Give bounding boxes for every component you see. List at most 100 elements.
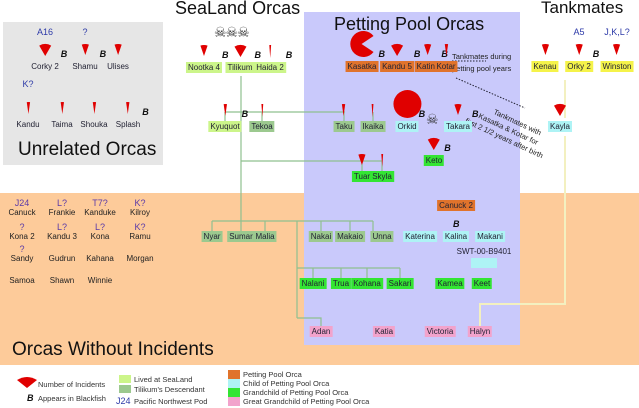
orca-name: Orky 2	[565, 61, 593, 72]
incident-medium-icon	[530, 43, 560, 58]
incident-medium-icon	[103, 43, 133, 58]
orca-name: Gudrun	[48, 254, 76, 263]
orca-shamu: Shamu B?	[70, 27, 106, 72]
orca-katerina: Katerina	[403, 231, 437, 242]
orca-taku: Taku	[333, 104, 355, 132]
orca-name: Kandu 5	[380, 61, 414, 72]
incident-wide-icon	[225, 44, 255, 60]
orca-name: Nootka 4	[185, 62, 223, 73]
no-incident-orca: Morgan	[126, 254, 153, 263]
orca-kenau: Kenau	[531, 44, 559, 72]
orca-name: Tekoa	[249, 121, 275, 132]
orca-name: Kahana	[86, 254, 114, 263]
legend-child-swatch	[228, 379, 240, 388]
blackfish-marker: B	[592, 49, 600, 59]
pod-label: T7?	[92, 198, 108, 208]
orca-name: Makaio	[335, 231, 365, 242]
orca-name: Winnie	[87, 276, 113, 285]
legend-greatgrand-swatch	[228, 397, 240, 406]
orca-keet: Keet	[471, 278, 493, 289]
no-incident-orca: L? Frankie	[49, 198, 76, 217]
no-incidents-title: Orcas Without Incidents	[12, 339, 214, 360]
orca-name: Kyuquot	[208, 121, 242, 132]
pod-label: L?	[94, 222, 105, 232]
orca-name: Kalina	[442, 231, 470, 242]
orca-name: Splash	[115, 120, 141, 129]
orca-name: Kilroy	[129, 208, 151, 217]
no-incident-orca: Winnie	[88, 276, 112, 285]
orca-kandu-5: Kandu 5 B	[380, 44, 420, 72]
orca-name: Kona 2	[9, 232, 35, 241]
incident-narrow-icon	[113, 101, 143, 117]
no-incident-orca: ? Kona 2	[9, 222, 34, 241]
orca-name: Skyla	[370, 171, 394, 182]
no-incident-orca: ? Sandy	[11, 244, 34, 263]
orca-name: Sakari	[386, 278, 414, 289]
orca-name: Victoria	[424, 326, 456, 337]
orca-orky-2: Orky 2 B A5	[565, 27, 599, 72]
pod-label: J24	[14, 198, 30, 208]
orca-name: Katerina	[403, 231, 437, 242]
orca-name: Nakai	[308, 231, 334, 242]
blackfish-marker: B	[453, 219, 460, 229]
legend-petting: Petting Pool Orca	[243, 370, 302, 379]
blackfish-marker: B	[222, 50, 229, 60]
orca-name: Frankie	[48, 208, 76, 217]
orca-sakari: Sakari	[386, 278, 414, 289]
no-incident-orca: K? Ramu	[129, 222, 150, 241]
blackfish-marker: B	[413, 49, 421, 59]
incident-pacman-icon	[347, 29, 377, 61]
orca-name: Ikaika	[360, 121, 386, 132]
pod-label: ?	[82, 27, 88, 37]
orca-unna: Unna	[370, 231, 394, 242]
orca-name: Nalani	[299, 278, 327, 289]
orca-name: Kamea	[435, 278, 465, 289]
blackfish-marker: B	[142, 107, 149, 117]
incident-narrow-icon	[47, 101, 77, 117]
pod-label: K?	[22, 79, 34, 89]
legend-grandchild-swatch	[228, 388, 240, 397]
tankmates-title: Tankmates	[541, 0, 624, 17]
orca-name: Kohana	[351, 278, 383, 289]
orca-name: Keto	[423, 155, 445, 166]
orca-kotar: Kotar	[434, 44, 458, 72]
incident-narrow-icon	[79, 101, 109, 117]
orca-name: Morgan	[126, 254, 154, 263]
orca-halyn: Halyn	[467, 326, 493, 337]
orca-canuck-2: Canuck 2	[437, 200, 475, 211]
legend-sealand-swatch	[119, 375, 131, 383]
pod-label: ?	[19, 244, 25, 254]
orca-kalina: Kalina B	[442, 219, 470, 242]
incident-medium-icon	[413, 43, 443, 58]
legend-pod-example: J24	[116, 396, 131, 406]
orca-sumar: Sumar	[227, 231, 255, 242]
orca-swt-00-b9401: SWT-00-B9401	[455, 246, 514, 257]
orca-kamea: Kamea	[435, 278, 465, 289]
orca-kayla: Kayla	[547, 104, 573, 132]
no-incident-orca: Samoa	[9, 276, 34, 285]
incident-sliver-icon	[247, 103, 277, 120]
orca-name: Kenau	[531, 61, 559, 72]
blackfish-marker: B	[444, 143, 451, 153]
orca-tekoa: Tekoa	[249, 104, 275, 132]
orca-name: Nyar	[201, 231, 223, 242]
orca-name: Keet	[471, 278, 493, 289]
orca-malia: Malia	[253, 231, 277, 242]
orca-name: Orkid	[395, 121, 419, 132]
orca-splash: Splash B	[114, 102, 149, 130]
pod-label: A5	[573, 27, 585, 37]
pod-label: A16	[36, 27, 54, 37]
legend-grandchild: Grandchild of Petting Pool Orca	[243, 388, 349, 397]
orca-name: Tilikum	[225, 62, 255, 73]
orca-name: Samoa	[9, 276, 35, 285]
orca-name: Kasatka	[345, 61, 379, 72]
incident-narrow-icon	[329, 103, 359, 119]
orca-name: Sumar	[227, 231, 255, 242]
orca-nyar: Nyar	[201, 231, 223, 242]
orca-name: Malia	[253, 231, 277, 242]
tankmates-pool-note-2: petting pool years	[452, 64, 512, 73]
orca-orkid: Orkid B	[393, 90, 425, 132]
no-incident-orca: L? Kandu 3	[47, 222, 77, 241]
legend-petting-swatch	[228, 370, 240, 379]
orca-kandu: Kandu K?	[14, 79, 41, 130]
